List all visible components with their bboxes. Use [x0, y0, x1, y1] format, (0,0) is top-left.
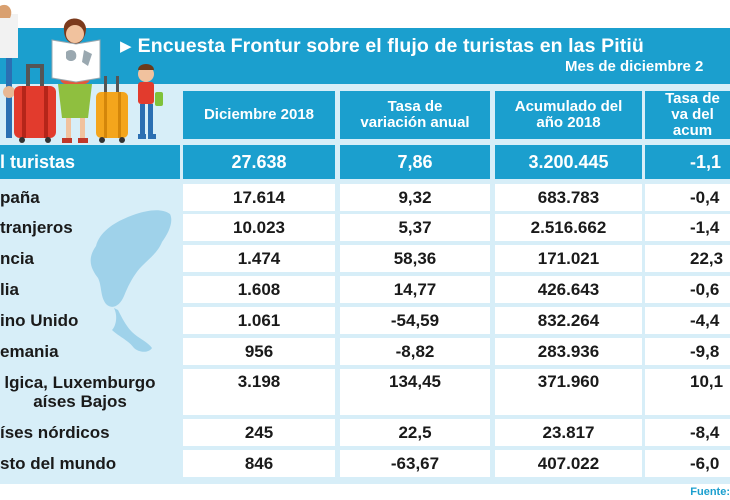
table-cell: 846	[183, 450, 335, 477]
table-cell: 27.638	[183, 145, 335, 179]
table-cell: -8,4	[645, 419, 730, 446]
title-text: Encuesta Frontur sobre el flujo de turis…	[137, 35, 644, 57]
table-cell: 683.783	[495, 184, 642, 211]
table-cell: 426.643	[495, 276, 642, 303]
row-label: emania	[0, 341, 59, 361]
header-band	[0, 28, 730, 84]
table-cell: 3.198	[183, 369, 335, 415]
table-cell: -54,59	[340, 307, 490, 334]
table-cell: 9,32	[340, 184, 490, 211]
table-cell: 956	[183, 338, 335, 365]
table-cell: -63,67	[340, 450, 490, 477]
table-cell: 245	[183, 419, 335, 446]
table-cell: -1,4	[645, 214, 730, 241]
table-cell: 22,5	[340, 419, 490, 446]
table-cell: 2.516.662	[495, 214, 642, 241]
table-cell: -0,4	[645, 184, 730, 211]
table-cell: -1,1	[645, 145, 730, 179]
table-cell: 17.614	[183, 184, 335, 211]
table-cell: 7,86	[340, 145, 490, 179]
table-cell: 3.200.445	[495, 145, 642, 179]
ibiza-map-illustration	[90, 210, 172, 352]
table-cell: 1.608	[183, 276, 335, 303]
table-cell: -6,0	[645, 450, 730, 477]
total-row-band	[0, 145, 180, 179]
table-cell: -9,8	[645, 338, 730, 365]
row-label: ncia	[0, 248, 35, 268]
table-cell: 171.021	[495, 245, 642, 272]
table-cell: 22,3	[645, 245, 730, 272]
row-label: tranjeros	[0, 217, 73, 237]
table-cell: 5,37	[340, 214, 490, 241]
table-cell: 10.023	[183, 214, 335, 241]
column-header: Acumulado del año 2018	[495, 91, 642, 139]
page-subtitle: Mes de diciembre 2	[565, 58, 704, 75]
row-label: lgica, Luxemburgo aíses Bajos	[4, 373, 156, 411]
row-label: lia	[0, 279, 19, 299]
table-cell: 407.022	[495, 450, 642, 477]
row-label: l turistas	[0, 151, 76, 172]
table-cell: 10,1	[645, 369, 730, 415]
tourist-family-illustration	[0, 4, 163, 143]
table-cell: -4,4	[645, 307, 730, 334]
row-label: íses nórdicos	[0, 422, 110, 442]
table-cell: 1.474	[183, 245, 335, 272]
table-cell: 1.061	[183, 307, 335, 334]
table-cell: 371.960	[495, 369, 642, 415]
column-header: Tasa de variación anual	[340, 91, 490, 139]
table-cell: -8,82	[340, 338, 490, 365]
table-cell: -0,6	[645, 276, 730, 303]
table-cell: 134,45	[340, 369, 490, 415]
row-label: sto del mundo	[0, 453, 117, 473]
page-title: ▶ Encuesta Frontur sobre el flujo de turi…	[120, 35, 644, 58]
column-header: Diciembre 2018	[183, 91, 335, 139]
row-label: ino Unido	[0, 310, 79, 330]
row-label: paña	[0, 187, 40, 207]
triangle-bullet-icon: ▶	[120, 38, 132, 55]
table-cell: 23.817	[495, 419, 642, 446]
source-note: Fuente:	[690, 486, 730, 498]
table-cell: 832.264	[495, 307, 642, 334]
column-header: Tasa de va del acum	[645, 91, 730, 139]
table-cell: 283.936	[495, 338, 642, 365]
table-cell: 14,77	[340, 276, 490, 303]
table-cell: 58,36	[340, 245, 490, 272]
